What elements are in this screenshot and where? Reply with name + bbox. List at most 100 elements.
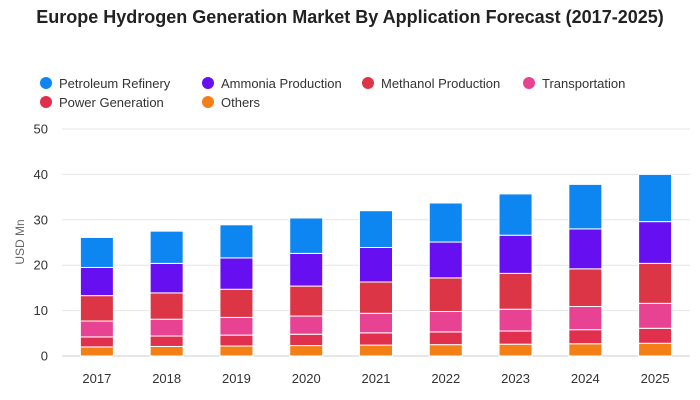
bar-stack-2019[interactable]: [219, 224, 254, 357]
y-tick-label-50: 50: [34, 122, 48, 137]
y-tick-label-40: 40: [34, 167, 48, 182]
bar-segment-ammonia-production-2021[interactable]: [359, 246, 393, 283]
y-axis-title: USD Mn: [13, 219, 27, 264]
legend-label-petroleum-refinery: Petroleum Refinery: [59, 75, 171, 91]
legend-item-petroleum-refinery[interactable]: Petroleum Refinery: [40, 74, 170, 92]
bar-segment-ammonia-production-2020[interactable]: [289, 252, 324, 287]
legend-marker-petroleum-refinery: [40, 77, 52, 89]
bar-segment-transportation-2017[interactable]: [79, 320, 114, 338]
legend-label-methanol-production: Methanol Production: [381, 75, 501, 91]
y-tick-label-30: 30: [34, 212, 48, 227]
legend-label-transportation: Transportation: [542, 75, 626, 91]
x-tick-label-2023: 2023: [501, 371, 530, 386]
bar-segment-others-2019[interactable]: [219, 345, 254, 357]
x-tick-label-2018: 2018: [152, 371, 181, 386]
bar-segment-transportation-2022[interactable]: [428, 311, 463, 333]
bar-segment-power-generation-2023[interactable]: [498, 330, 533, 345]
bar-segment-power-generation-2019[interactable]: [219, 334, 254, 347]
bar-segment-power-generation-2018[interactable]: [149, 335, 184, 347]
bar-segment-petroleum-refinery-2025[interactable]: [638, 173, 673, 223]
legend-item-transportation[interactable]: Transportation: [523, 74, 625, 92]
x-tick-label-2022: 2022: [431, 371, 460, 386]
legend-label-ammonia-production: Ammonia Production: [221, 75, 342, 91]
y-axis-ticks: 0 10 20 30 40 50: [34, 122, 48, 364]
bar-segment-methanol-production-2024[interactable]: [568, 268, 603, 308]
bar-segment-power-generation-2020[interactable]: [289, 333, 324, 347]
bar-segment-ammonia-production-2024[interactable]: [568, 228, 603, 270]
bar-segment-petroleum-refinery-2023[interactable]: [498, 193, 533, 236]
bar-segment-methanol-production-2017[interactable]: [79, 295, 114, 322]
bar-segment-ammonia-production-2019[interactable]: [219, 257, 254, 290]
bar-segment-methanol-production-2022[interactable]: [428, 277, 463, 313]
bar-segment-methanol-production-2018[interactable]: [149, 292, 184, 320]
bar-stack-2025[interactable]: [638, 173, 673, 357]
bar-segment-petroleum-refinery-2019[interactable]: [219, 224, 254, 259]
bar-segment-methanol-production-2019[interactable]: [219, 288, 254, 318]
x-tick-label-2019: 2019: [222, 371, 251, 386]
bar-segment-ammonia-production-2025[interactable]: [638, 221, 673, 264]
x-tick-label-2025: 2025: [641, 371, 670, 386]
bar-segment-methanol-production-2023[interactable]: [498, 272, 533, 310]
bar-segment-others-2020[interactable]: [289, 345, 324, 357]
bar-segment-methanol-production-2025[interactable]: [638, 262, 673, 304]
bar-stack-2024[interactable]: [568, 183, 603, 357]
bar-segment-others-2021[interactable]: [359, 344, 393, 357]
bar-segment-petroleum-refinery-2024[interactable]: [568, 183, 603, 230]
bar-segment-ammonia-production-2022[interactable]: [428, 241, 463, 279]
bar-segment-others-2018[interactable]: [149, 345, 184, 357]
bar-stack-2023[interactable]: [498, 193, 533, 357]
bar-segment-others-2025[interactable]: [638, 342, 673, 357]
legend-marker-ammonia-production: [202, 77, 214, 89]
bar-segment-petroleum-refinery-2022[interactable]: [428, 202, 463, 243]
bar-segment-transportation-2024[interactable]: [568, 306, 603, 331]
bar-segment-power-generation-2017[interactable]: [79, 336, 114, 348]
bar-stack-2017[interactable]: [79, 237, 114, 357]
legend-item-others[interactable]: Others: [202, 93, 260, 111]
legend-marker-power-generation: [40, 96, 52, 108]
bars: [79, 173, 673, 357]
bar-stack-2018[interactable]: [149, 230, 184, 357]
bar-segment-transportation-2018[interactable]: [149, 318, 184, 337]
legend-item-methanol-production[interactable]: Methanol Production: [362, 74, 500, 92]
x-tick-label-2021: 2021: [362, 371, 391, 386]
bar-segment-transportation-2019[interactable]: [219, 316, 254, 336]
legend-marker-transportation: [523, 77, 535, 89]
bar-stack-2021[interactable]: [359, 210, 393, 357]
bar-stack-2020[interactable]: [289, 217, 324, 357]
bar-segment-power-generation-2022[interactable]: [428, 331, 463, 346]
bar-segment-methanol-production-2020[interactable]: [289, 285, 324, 317]
bar-segment-petroleum-refinery-2021[interactable]: [359, 210, 393, 248]
bar-segment-ammonia-production-2017[interactable]: [79, 266, 114, 297]
bar-segment-petroleum-refinery-2017[interactable]: [79, 237, 114, 268]
bar-segment-transportation-2023[interactable]: [498, 308, 533, 332]
bar-segment-transportation-2020[interactable]: [289, 315, 324, 335]
bar-segment-others-2023[interactable]: [498, 343, 533, 357]
bar-segment-others-2017[interactable]: [79, 346, 114, 357]
bar-segment-power-generation-2021[interactable]: [359, 332, 393, 346]
bar-segment-others-2022[interactable]: [428, 344, 463, 357]
bar-segment-power-generation-2025[interactable]: [638, 327, 673, 344]
x-tick-label-2020: 2020: [292, 371, 321, 386]
bar-segment-methanol-production-2021[interactable]: [359, 281, 393, 314]
y-tick-label-0: 0: [41, 349, 48, 364]
y-tick-label-10: 10: [34, 303, 48, 318]
bar-segment-others-2024[interactable]: [568, 343, 603, 357]
bar-segment-transportation-2025[interactable]: [638, 302, 673, 329]
bar-segment-power-generation-2024[interactable]: [568, 329, 603, 345]
x-axis-ticks: 2017 2018 2019 2020 2021 2022 2023 2024 2025: [82, 371, 669, 386]
chart-title: Europe Hydrogen Generation Market By App…: [36, 7, 664, 27]
legend-item-ammonia-production[interactable]: Ammonia Production: [202, 74, 342, 92]
y-tick-label-20: 20: [34, 258, 48, 273]
legend-item-power-generation[interactable]: Power Generation: [40, 93, 164, 111]
x-tick-label-2024: 2024: [571, 371, 600, 386]
bar-segment-petroleum-refinery-2020[interactable]: [289, 217, 324, 254]
bar-segment-ammonia-production-2023[interactable]: [498, 234, 533, 274]
bar-stack-2022[interactable]: [428, 202, 463, 357]
bar-segment-petroleum-refinery-2018[interactable]: [149, 230, 184, 264]
legend-marker-others: [202, 96, 214, 108]
x-tick-label-2017: 2017: [82, 371, 111, 386]
legend-label-power-generation: Power Generation: [59, 94, 164, 110]
bar-segment-transportation-2021[interactable]: [359, 312, 393, 334]
bar-segment-ammonia-production-2018[interactable]: [149, 262, 184, 294]
